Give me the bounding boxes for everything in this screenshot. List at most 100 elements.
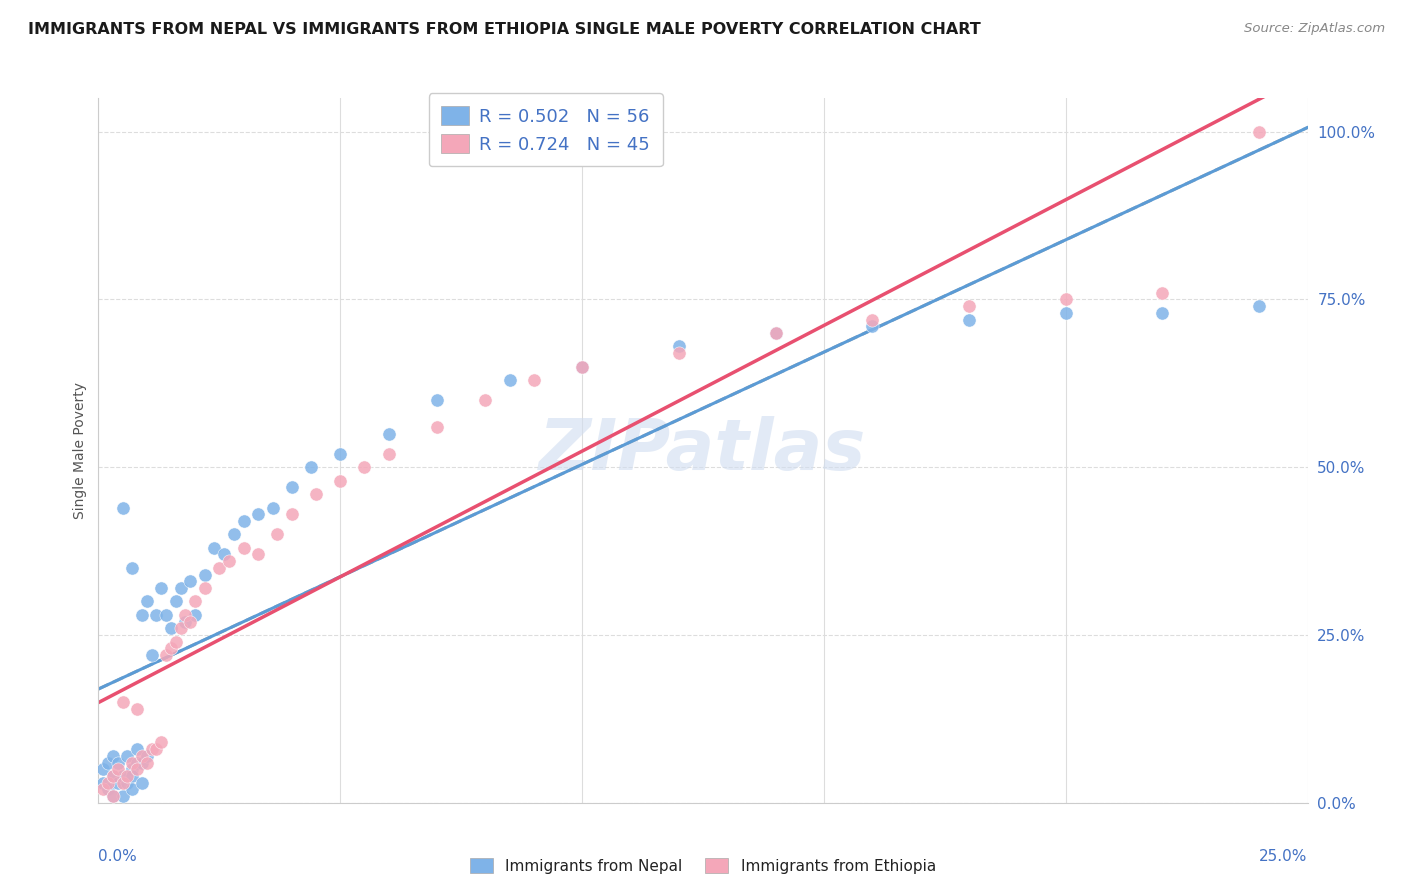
Point (91, 782, 114, 797)
Point (184, 607, 207, 622)
Point (169, 621, 191, 635)
Point (1249, 125, 1271, 139)
Point (212, 548, 235, 562)
Point (329, 474, 352, 488)
Point (117, 748, 139, 763)
Point (141, 648, 163, 662)
Point (860, 312, 883, 326)
Point (160, 641, 183, 656)
Point (165, 594, 187, 608)
Point (179, 615, 201, 629)
Point (1249, 299, 1271, 313)
Point (111, 695, 134, 709)
Point (305, 487, 328, 501)
Point (97, 775, 120, 789)
Point (765, 326, 787, 340)
Point (131, 756, 153, 770)
Point (1054, 306, 1077, 320)
Point (266, 527, 288, 541)
Point (169, 581, 191, 595)
Point (101, 748, 124, 763)
Point (222, 527, 245, 541)
Point (860, 319, 883, 334)
Point (165, 634, 187, 648)
Text: 25.0%: 25.0% (1260, 848, 1308, 863)
Point (1054, 293, 1077, 307)
Point (97, 756, 120, 770)
Point (179, 574, 201, 589)
Point (194, 567, 217, 582)
Point (135, 748, 157, 763)
Point (218, 554, 240, 568)
Point (377, 447, 399, 461)
Point (377, 426, 399, 441)
Text: IMMIGRANTS FROM NEPAL VS IMMIGRANTS FROM ETHIOPIA SINGLE MALE POVERTY CORRELATIO: IMMIGRANTS FROM NEPAL VS IMMIGRANTS FROM… (28, 22, 981, 37)
Point (107, 762, 129, 776)
Point (281, 480, 304, 494)
Point (150, 735, 173, 749)
Point (101, 769, 124, 783)
Point (111, 500, 134, 515)
Point (155, 648, 177, 662)
Point (426, 420, 449, 434)
Text: 0.0%: 0.0% (98, 848, 138, 863)
Point (107, 756, 129, 770)
Point (127, 762, 149, 776)
Point (121, 756, 143, 770)
Point (111, 775, 134, 789)
Point (121, 561, 143, 575)
Point (204, 541, 226, 555)
Point (150, 581, 173, 595)
Point (353, 460, 375, 475)
Point (247, 548, 270, 562)
Point (957, 299, 980, 313)
Point (121, 769, 143, 783)
Point (957, 312, 980, 326)
Point (262, 500, 284, 515)
Point (131, 748, 153, 763)
Point (135, 594, 157, 608)
Point (281, 507, 304, 521)
Text: ZIPatlas: ZIPatlas (540, 416, 866, 485)
Point (498, 373, 520, 387)
Point (174, 607, 197, 622)
Point (208, 561, 231, 575)
Point (101, 789, 124, 803)
Point (523, 373, 546, 387)
Point (131, 607, 153, 622)
Point (247, 507, 270, 521)
Point (155, 607, 177, 622)
Point (668, 346, 690, 360)
Point (174, 615, 197, 629)
Point (121, 762, 143, 776)
Text: Source: ZipAtlas.com: Source: ZipAtlas.com (1244, 22, 1385, 36)
Point (135, 756, 157, 770)
Point (117, 769, 139, 783)
Point (299, 460, 322, 475)
Point (121, 782, 143, 797)
Point (194, 581, 217, 595)
Point (107, 775, 129, 789)
Point (1152, 285, 1174, 300)
Point (329, 447, 352, 461)
Point (97, 782, 120, 797)
Point (160, 621, 183, 635)
Point (127, 742, 149, 756)
Point (668, 339, 690, 353)
Point (141, 742, 163, 756)
Point (232, 541, 254, 555)
Point (101, 789, 124, 803)
Point (127, 756, 149, 770)
Point (101, 769, 124, 783)
Point (184, 594, 207, 608)
Point (426, 393, 449, 408)
Point (232, 514, 254, 528)
Point (117, 775, 139, 789)
Point (145, 742, 167, 756)
Point (91, 775, 114, 789)
Point (1152, 306, 1174, 320)
Point (474, 393, 496, 408)
Legend: R = 0.502   N = 56, R = 0.724   N = 45: R = 0.502 N = 56, R = 0.724 N = 45 (429, 93, 662, 166)
Point (571, 359, 593, 374)
Point (571, 359, 593, 374)
